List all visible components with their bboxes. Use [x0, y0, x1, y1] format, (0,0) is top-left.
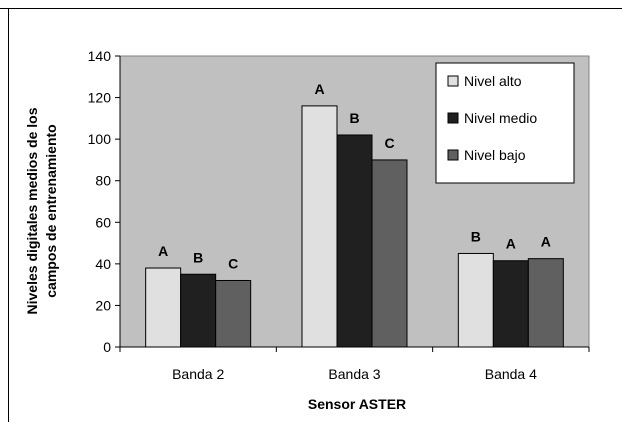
legend-label: Nivel alto [464, 73, 522, 89]
bar [527, 258, 564, 348]
bar-annotation: C [228, 255, 238, 271]
legend-box [435, 62, 575, 184]
bar-annotation: B [349, 110, 359, 126]
bar [180, 273, 217, 348]
legend-swatch [447, 112, 459, 124]
y-axis: 0 20 40 60 80 100 120 140 [88, 48, 121, 355]
y-tick-label: 20 [95, 297, 111, 313]
y-tick-label: 60 [95, 214, 111, 230]
y-axis-title-line-2: campos de entrenamiento [43, 124, 59, 298]
legend-label: Nivel bajo [464, 147, 526, 163]
legend-swatch [447, 149, 459, 161]
x-category-label: Banda 2 [172, 366, 224, 382]
y-tick-label: 40 [95, 256, 111, 272]
bar [371, 159, 408, 348]
y-axis-title-line-1: Niveles digitales medios de los [24, 107, 40, 314]
x-axis: Banda 2 Banda 3 Banda 4 [119, 346, 590, 382]
y-tick-label: 0 [103, 339, 111, 355]
bar-annotation: A [541, 234, 551, 250]
bar-annotation: A [506, 236, 516, 252]
bar-annotation: C [384, 135, 394, 151]
bar [336, 134, 373, 348]
bar-annotation: A [314, 81, 324, 97]
legend-swatch [447, 75, 459, 87]
bar-annotation: B [193, 249, 203, 265]
x-axis-title: Sensor ASTER [308, 396, 406, 412]
y-tick-label: 80 [95, 173, 111, 189]
y-tick-label: 120 [88, 90, 112, 106]
bar-annotation: A [158, 243, 168, 259]
x-category-label: Banda 3 [328, 366, 380, 382]
bar [457, 252, 494, 348]
bar [145, 267, 182, 348]
bar-annotations: A B C A B C B A A [158, 81, 551, 272]
bar-annotation: B [471, 228, 481, 244]
legend-label: Nivel medio [464, 110, 537, 126]
x-category-label: Banda 4 [485, 366, 537, 382]
bar [215, 279, 252, 348]
y-tick-label: 140 [88, 48, 112, 64]
legend: Nivel alto Nivel medio Nivel bajo [435, 62, 575, 184]
bars [145, 105, 564, 348]
bar [301, 105, 338, 348]
bar [492, 260, 529, 348]
y-tick-label: 100 [88, 131, 112, 147]
